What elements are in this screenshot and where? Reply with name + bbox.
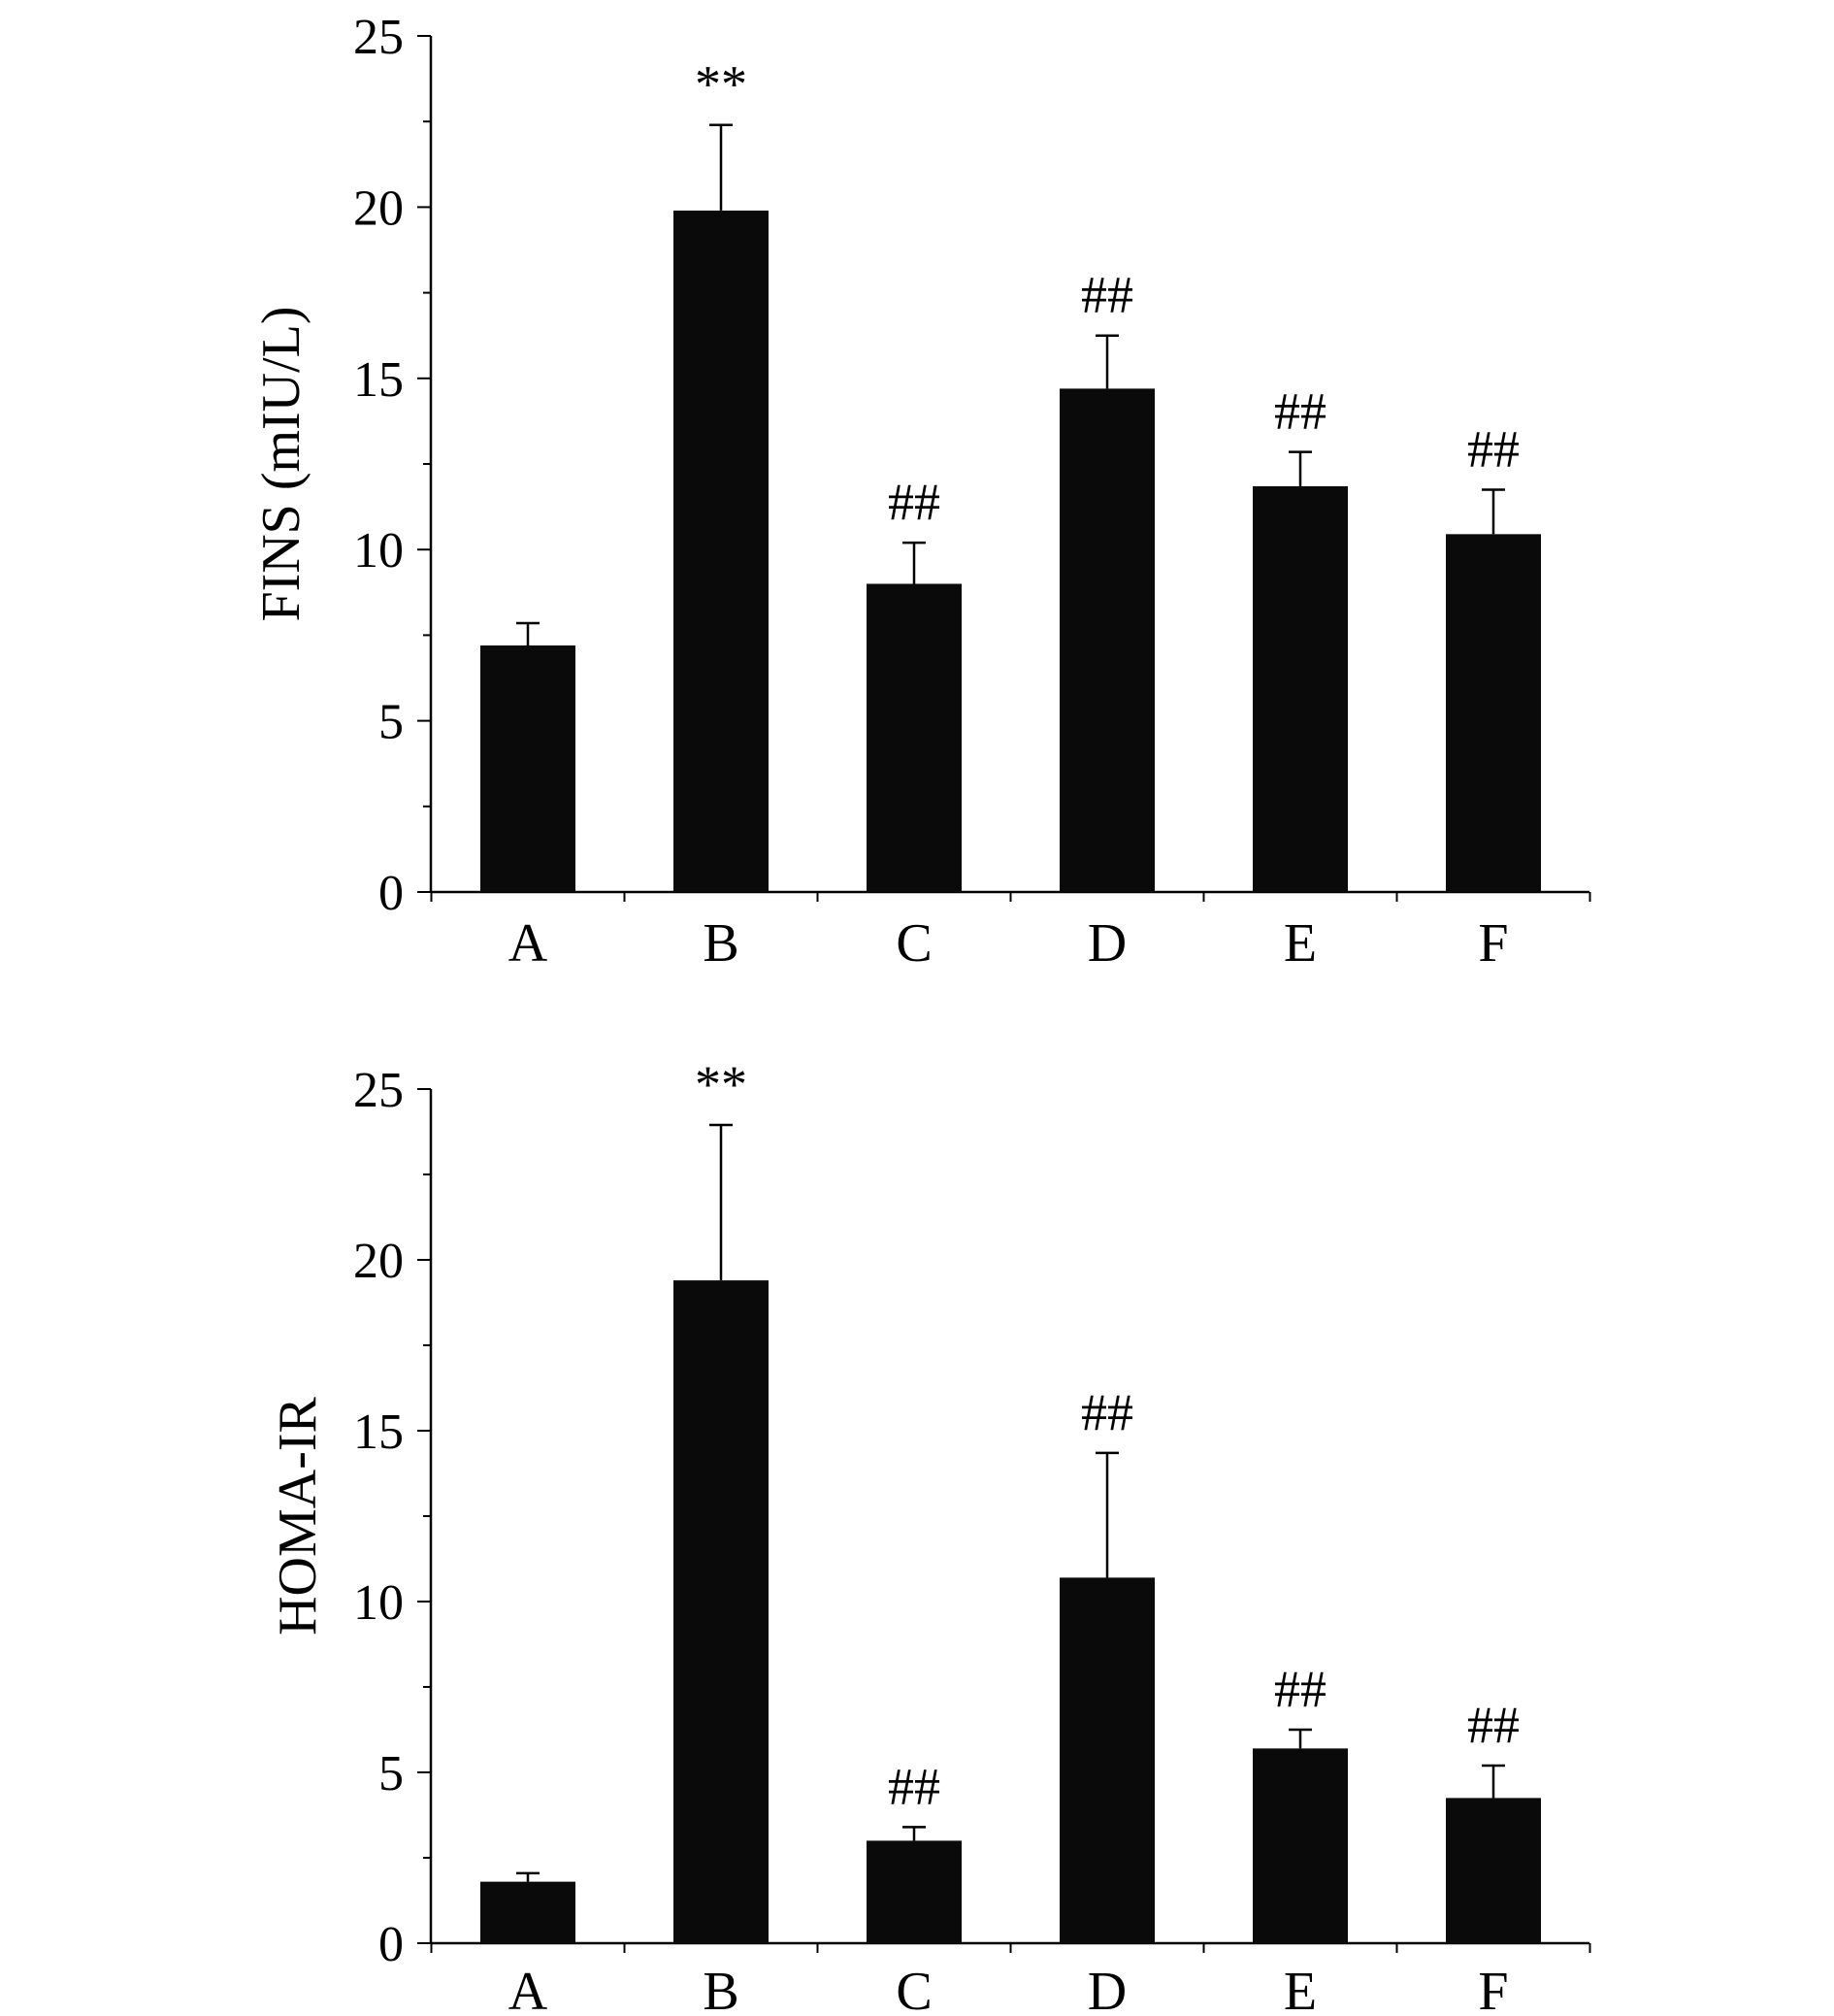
significance-label-c: ## — [888, 473, 940, 531]
x-tick-label-d: D — [1088, 913, 1127, 974]
significance-label-e: ## — [1274, 382, 1326, 441]
x-tick-label-a: A — [508, 913, 548, 974]
significance-label-c: ## — [888, 1757, 940, 1815]
significance-label-f: ## — [1467, 1696, 1520, 1754]
y-tick-label: 10 — [353, 523, 404, 578]
bar-e — [1253, 485, 1348, 892]
y-axis-label: HOMA-IR — [268, 1396, 328, 1635]
bar-c — [867, 583, 962, 892]
y-tick-label: 10 — [353, 1575, 404, 1631]
x-tick-label-a: A — [508, 1962, 548, 2016]
x-tick-label-e: E — [1284, 913, 1317, 974]
x-tick-label-b: B — [703, 913, 738, 974]
x-tick-label-b: B — [703, 1962, 738, 2016]
bar-f — [1446, 534, 1541, 892]
y-tick-label: 5 — [378, 1746, 404, 1801]
bar-d — [1060, 1577, 1155, 1943]
significance-label-d: ## — [1081, 266, 1133, 324]
y-tick-label: 0 — [378, 1917, 404, 1972]
bar-b — [673, 210, 769, 893]
bar-b — [673, 1280, 769, 1943]
significance-label-b: ** — [695, 55, 747, 114]
y-tick-label: 25 — [353, 1063, 404, 1118]
y-axis-label: FINS (mIU/L) — [251, 306, 311, 621]
bar-e — [1253, 1748, 1348, 1943]
y-tick-label: 15 — [353, 352, 404, 408]
significance-label-e: ## — [1274, 1660, 1326, 1718]
significance-label-d: ## — [1081, 1383, 1133, 1441]
y-tick-label: 20 — [353, 181, 404, 236]
bar-d — [1060, 388, 1155, 892]
y-tick-label: 0 — [378, 866, 404, 921]
significance-label-b: ** — [695, 1055, 747, 1113]
y-tick-label: 5 — [378, 695, 404, 750]
x-tick-label-f: F — [1478, 1962, 1508, 2016]
x-tick-label-e: E — [1284, 1962, 1317, 2016]
x-tick-label-d: D — [1088, 1962, 1127, 2016]
y-tick-label: 25 — [353, 10, 404, 65]
chart-panel-homa-ir: 0 5 10 15 20 25 A ** B ## C ## D ## E ## F HOMA-IR — [268, 1055, 1591, 2016]
bar-a — [480, 1881, 575, 1943]
significance-label-f: ## — [1467, 419, 1520, 478]
chart-panel-fins: 0 5 10 15 20 25 A ** B ## C ## D ## E ## F FINS (mIU/L) — [251, 10, 1591, 974]
x-tick-label-f: F — [1478, 913, 1508, 974]
x-tick-label-c: C — [896, 913, 932, 974]
bar-c — [867, 1840, 962, 1943]
x-tick-label-c: C — [896, 1962, 932, 2016]
bar-a — [480, 644, 575, 892]
y-tick-label: 20 — [353, 1234, 404, 1289]
y-tick-label: 15 — [353, 1405, 404, 1460]
bar-f — [1446, 1798, 1541, 1943]
